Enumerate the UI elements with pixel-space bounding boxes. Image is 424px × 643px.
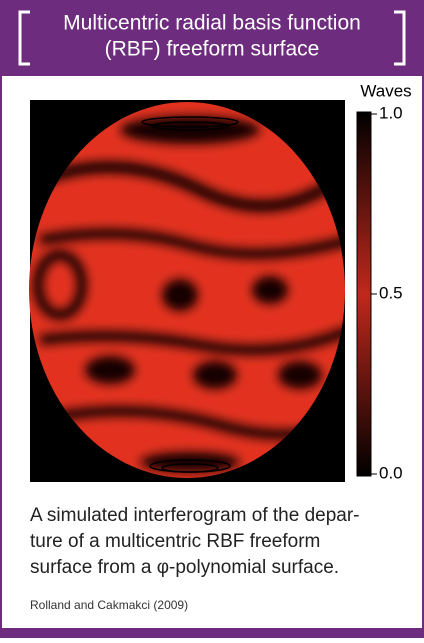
colorbar-tick-label: 1.0 <box>379 103 403 122</box>
caption-line: A simulated interferogram of the depar- <box>30 505 360 526</box>
caption-line: surface from a φ-polynomial surface. <box>30 557 339 578</box>
figure-card: Multicentric radial basis function (RBF)… <box>0 0 424 638</box>
credit: Rolland and Cakmakci (2009) <box>30 598 188 612</box>
title-line: Multicentric radial basis function <box>63 12 361 35</box>
colorbar-tick-label: 0.0 <box>379 463 403 482</box>
title-line: (RBF) freeform surface <box>105 38 320 61</box>
colorbar-gradient <box>357 112 371 476</box>
footer-band <box>0 628 424 638</box>
colorbar-label: Waves <box>360 81 411 100</box>
colorbar-tick-label: 0.5 <box>379 283 403 302</box>
caption-line: ture of a multicentric RBF freeform <box>30 531 320 552</box>
interferogram <box>28 100 350 482</box>
